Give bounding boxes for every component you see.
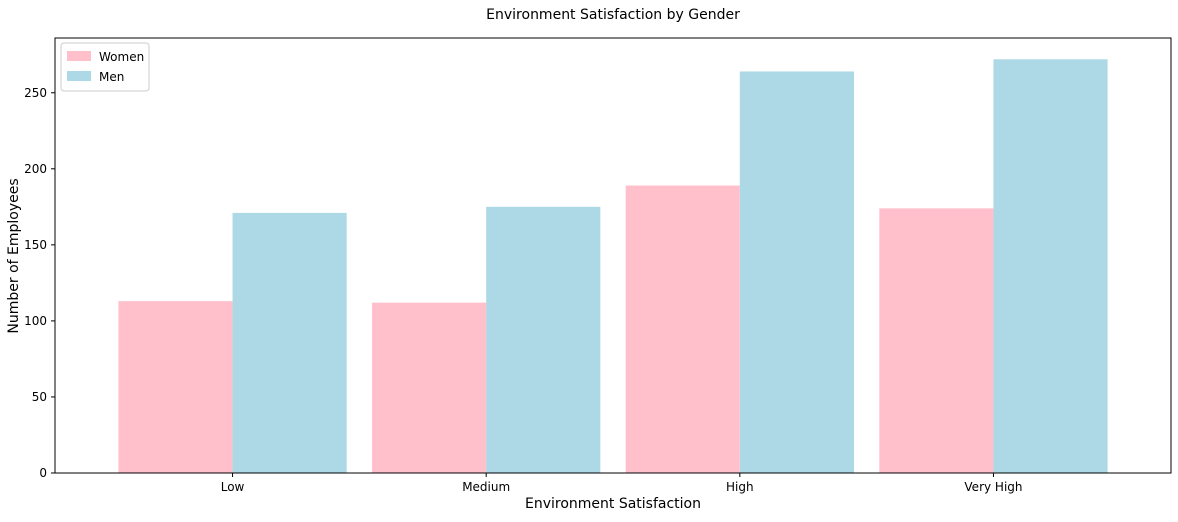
y-tick-label: 200: [24, 162, 47, 176]
y-tick-label: 50: [32, 390, 47, 404]
chart-title: Environment Satisfaction by Gender: [486, 7, 740, 23]
y-axis: 0 50 100 150 200 250: [24, 86, 55, 480]
y-axis-label: Number of Employees: [6, 178, 22, 333]
x-tick-label: High: [726, 480, 754, 494]
plot-frame: [54, 37, 1172, 474]
y-tick-label: 100: [24, 314, 47, 328]
bars-layer: [118, 59, 1108, 474]
bar-women-low: [118, 301, 233, 473]
bar-men-high: [739, 71, 854, 474]
legend: Women Men: [60, 42, 150, 92]
x-tick-label: Very High: [964, 480, 1022, 494]
bar-men-very-high: [993, 59, 1108, 473]
x-tick-label: Low: [221, 480, 245, 494]
bar-men-low: [232, 212, 347, 473]
y-tick-label: 250: [24, 86, 47, 100]
bar-women-high: [625, 185, 740, 473]
legend-swatch-women: [67, 51, 91, 61]
x-axis: Low Medium High Very High: [221, 473, 1023, 494]
bar-women-medium: [372, 302, 487, 473]
y-tick-label: 150: [24, 238, 47, 252]
legend-swatch-men: [67, 71, 91, 81]
x-tick-label: Medium: [462, 480, 510, 494]
legend-label-men: Men: [99, 70, 124, 84]
x-axis-label: Environment Satisfaction: [525, 496, 701, 512]
legend-label-women: Women: [99, 50, 144, 64]
y-tick-label: 0: [39, 466, 47, 480]
bar-men-medium: [486, 206, 601, 473]
bar-women-very-high: [879, 208, 994, 473]
